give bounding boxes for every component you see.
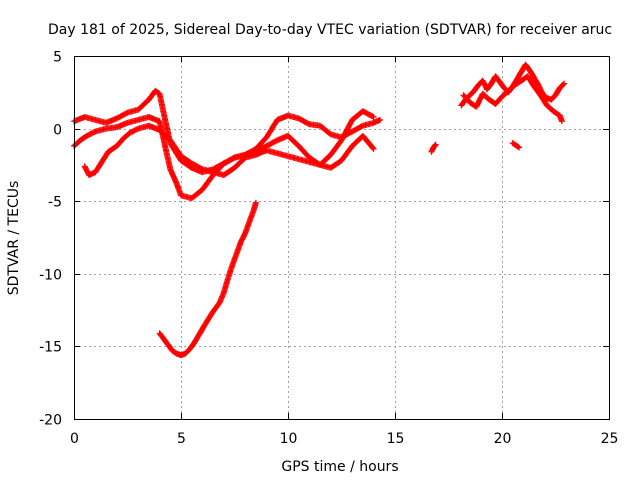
data-point — [561, 80, 568, 87]
data-point — [432, 141, 439, 148]
data-points — [71, 61, 568, 359]
series-track-7 — [458, 61, 568, 109]
x-tick-label: 5 — [177, 431, 186, 447]
y-tick-label: -15 — [39, 340, 62, 356]
plot-frame — [74, 56, 610, 420]
grid — [74, 56, 609, 419]
chart-title: Day 181 of 2025, Sidereal Day-to-day VTE… — [48, 22, 612, 38]
series-track-8 — [460, 73, 565, 125]
data-point — [369, 113, 376, 120]
y-tick-label: -10 — [39, 268, 62, 284]
y-tick-label: -20 — [39, 413, 62, 429]
data-point — [431, 142, 438, 149]
data-point — [377, 116, 383, 123]
x-axis-label: GPS time / hours — [281, 459, 398, 475]
series-track-4 — [156, 199, 259, 359]
x-tick-label: 20 — [494, 431, 512, 447]
series-track-2 — [71, 108, 377, 202]
data-point — [515, 143, 522, 150]
y-tick-label: 0 — [53, 123, 62, 139]
data-point — [558, 118, 565, 125]
x-tick-label: 0 — [70, 431, 79, 447]
y-tick-label: 5 — [53, 50, 62, 66]
axis-ticks: 0 5 10 15 20 25 5 0 -5 -10 -15 -20 — [39, 50, 618, 448]
x-tick-label: 10 — [280, 431, 298, 447]
data-point — [370, 145, 377, 152]
x-tick-label: 15 — [387, 431, 405, 447]
series-track-5 — [428, 141, 439, 155]
data-point — [516, 144, 523, 151]
data-point — [560, 81, 567, 88]
y-tick-label: -5 — [48, 195, 62, 211]
y-axis-label: SDTVAR / TECUs — [6, 181, 22, 296]
series-track-6 — [509, 140, 523, 151]
data-point — [369, 144, 376, 151]
data-point — [252, 199, 259, 206]
data-point — [370, 114, 377, 120]
x-tick-label: 25 — [601, 431, 619, 447]
series-track-3 — [81, 122, 377, 179]
